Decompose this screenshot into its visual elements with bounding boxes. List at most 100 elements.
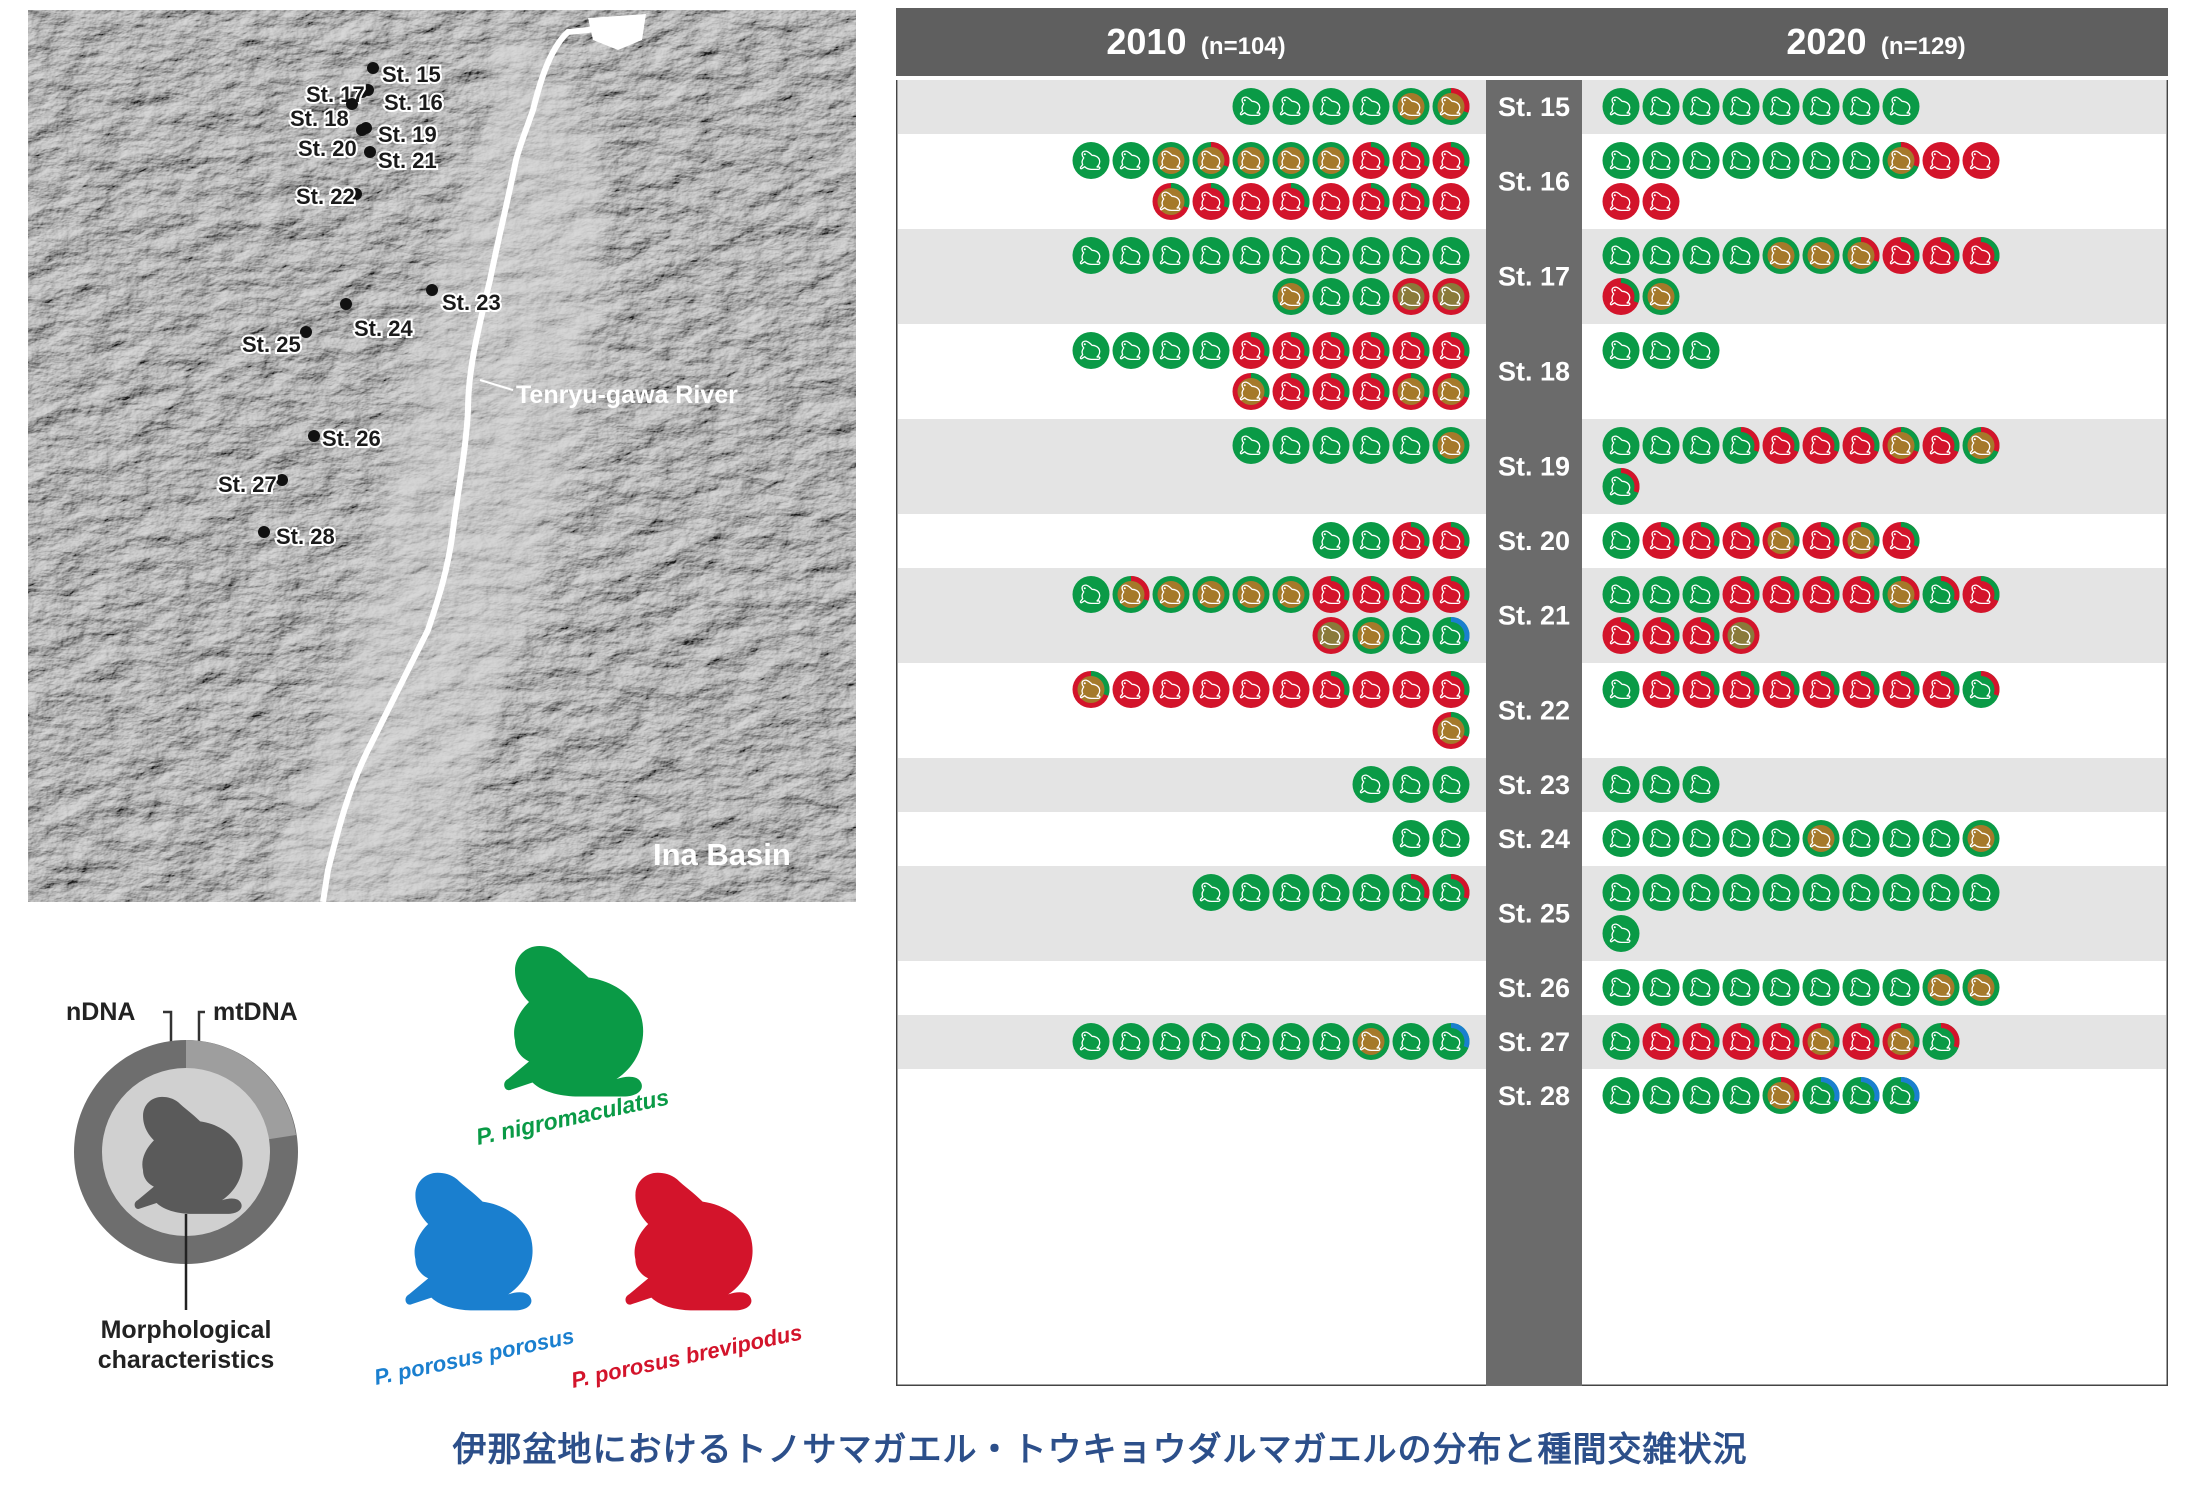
genotype-disc (1642, 576, 1680, 613)
genotype-disc (1432, 278, 1470, 315)
genotype-disc (1432, 183, 1470, 220)
genotype-disc (1312, 427, 1350, 464)
genotype-disc (1272, 1023, 1310, 1060)
map-marker-st-23 (426, 284, 438, 296)
map-label-st-23: St. 23 (442, 290, 501, 315)
genotype-disc (1602, 468, 1640, 505)
genotype-disc (1352, 373, 1390, 410)
genotype-disc (1722, 427, 1760, 464)
genotype-disc (1432, 576, 1470, 613)
genotype-disc (1352, 332, 1390, 369)
genotype-disc (1352, 427, 1390, 464)
genotype-disc (1762, 237, 1800, 274)
ndna-label: nDNA (66, 998, 135, 1026)
genotype-disc (1192, 874, 1230, 911)
station-label: St. 18 (1498, 357, 1570, 387)
map-label-st-25: St. 25 (242, 332, 301, 357)
genotype-disc (1272, 332, 1310, 369)
genotype-disc (1232, 1023, 1270, 1060)
map-label-st-28: St. 28 (276, 524, 335, 549)
genotype-disc (1352, 874, 1390, 911)
genotype-disc (1352, 88, 1390, 125)
map-marker-st-21 (364, 146, 376, 158)
genotype-disc (1312, 373, 1350, 410)
map-label-st-21: St. 21 (378, 148, 437, 173)
genotype-disc (1312, 88, 1350, 125)
genotype-disc (1192, 142, 1230, 179)
genotype-disc (1762, 426, 1800, 464)
genotype-disc (1762, 88, 1800, 125)
species-label-porosus: P. porosus porosus (372, 1323, 576, 1390)
genotype-disc (1432, 671, 1470, 708)
genotype-disc (1962, 671, 2000, 708)
genotype-disc (1762, 969, 1800, 1006)
station-label: St. 24 (1498, 824, 1570, 854)
genotype-disc (1392, 766, 1430, 803)
genotype-disc (1842, 969, 1880, 1006)
genotype-disc (1722, 576, 1760, 613)
genotype-disc (1272, 278, 1310, 315)
genotype-disc (1882, 1077, 1920, 1114)
station-label: St. 27 (1498, 1027, 1570, 1057)
genotype-disc (1432, 332, 1470, 369)
genotype-disc (1682, 576, 1720, 613)
genotype-disc (1722, 88, 1760, 125)
genotype-disc (1642, 237, 1680, 274)
genotype-disc (1232, 874, 1270, 911)
genotype-disc (1312, 617, 1350, 654)
genotype-disc (1112, 237, 1150, 274)
genotype-disc (1642, 820, 1680, 857)
genotype-disc (1642, 332, 1680, 369)
genotype-disc (1392, 278, 1430, 315)
genotype-disc (1722, 522, 1760, 559)
genotype-disc (1602, 88, 1640, 125)
genotype-disc (1802, 576, 1840, 613)
genotype-disc (1802, 1023, 1840, 1060)
table-row-st-21: St. 21 (1072, 576, 2000, 654)
map-marker-st-17 (356, 86, 368, 98)
genotype-disc (1922, 426, 1960, 464)
genotype-disc (1432, 711, 1470, 749)
genotype-disc (1392, 522, 1430, 559)
map-label-st-22: St. 22 (296, 184, 355, 209)
table-row-st-18: St. 18 (1072, 332, 1720, 410)
map-label-st-19: St. 19 (378, 122, 437, 147)
genotype-table: 2010 (n=104) 2020 (n=129) St. 15 St. 16 St… (896, 8, 2168, 1386)
genotype-disc (1722, 820, 1760, 857)
genotype-disc (1962, 576, 2000, 613)
genotype-disc (1192, 1023, 1230, 1060)
genotype-disc (1642, 766, 1680, 803)
genotype-disc (1762, 671, 1800, 708)
genotype-disc (1882, 576, 1920, 613)
map-label-st-27: St. 27 (218, 472, 277, 497)
genotype-disc (1802, 142, 1840, 179)
genotype-disc (1922, 142, 1960, 179)
genotype-disc (1682, 766, 1720, 803)
genotype-disc (1642, 427, 1680, 464)
genotype-disc (1682, 969, 1720, 1006)
genotype-disc (1392, 373, 1430, 410)
genotype-disc (1802, 969, 1840, 1006)
map-label-st-18: St. 18 (290, 106, 349, 131)
genotype-disc (1922, 671, 1960, 708)
genotype-disc (1352, 522, 1390, 559)
genotype-disc (1842, 1077, 1880, 1114)
genotype-disc (1352, 617, 1390, 654)
genotype-disc (1432, 766, 1470, 803)
genotype-disc (1922, 237, 1960, 274)
genotype-disc (1192, 671, 1230, 708)
genotype-disc (1352, 237, 1390, 274)
map-marker-st-27 (276, 474, 288, 486)
genotype-disc (1722, 237, 1760, 274)
genotype-disc (1922, 576, 1960, 613)
genotype-disc (1602, 183, 1640, 220)
station-label: St. 25 (1498, 899, 1570, 929)
genotype-disc (1602, 427, 1640, 464)
table-row-st-28: St. 28 (1498, 1077, 1920, 1114)
genotype-disc (1072, 576, 1110, 613)
genotype-disc (1152, 183, 1190, 220)
genotype-disc (1232, 576, 1270, 613)
table-row-st-19: St. 19 (1232, 426, 2000, 505)
genotype-disc (1232, 183, 1270, 220)
